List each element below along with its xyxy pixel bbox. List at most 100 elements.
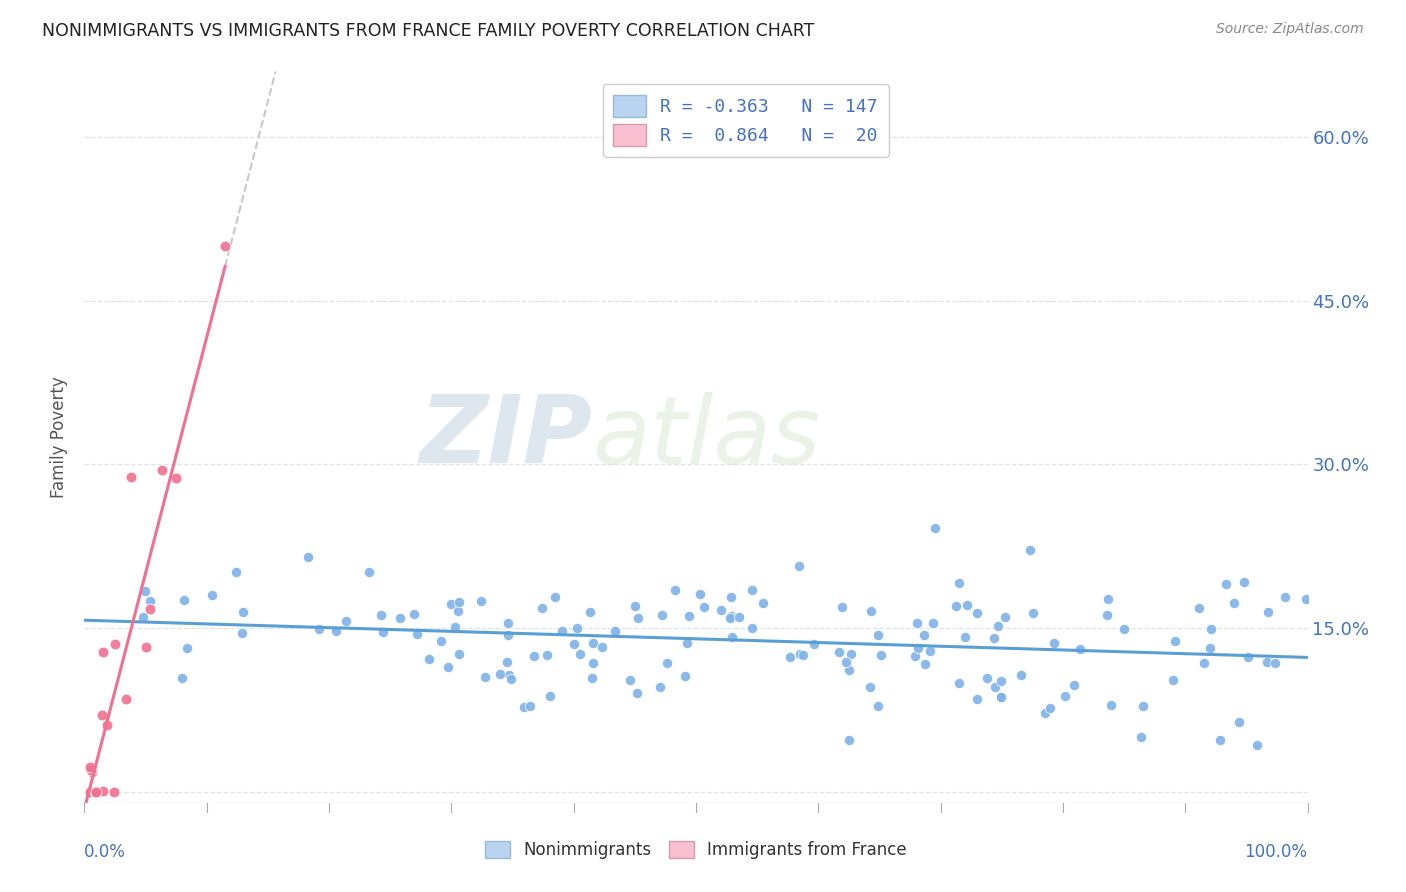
Point	[955, 598, 977, 612]
Point	[91, 784, 114, 798]
Point	[1112, 622, 1135, 636]
Text: ZIP: ZIP	[419, 391, 592, 483]
Point	[904, 648, 927, 663]
Point	[718, 611, 741, 625]
Point	[1035, 706, 1057, 720]
Point	[139, 593, 162, 607]
Point	[720, 608, 742, 623]
Point	[214, 239, 236, 253]
Point	[565, 621, 588, 635]
Point	[752, 596, 775, 610]
Point	[80, 763, 103, 777]
Point	[1132, 698, 1154, 713]
Text: atlas: atlas	[592, 392, 820, 483]
Point	[1063, 678, 1085, 692]
Point	[1095, 607, 1118, 622]
Point	[1130, 730, 1153, 744]
Point	[948, 675, 970, 690]
Point	[721, 630, 744, 644]
Point	[444, 620, 467, 634]
Point	[449, 648, 471, 662]
Point	[404, 607, 426, 621]
Point	[709, 603, 731, 617]
Point	[676, 636, 699, 650]
Point	[803, 637, 825, 651]
Point	[860, 603, 883, 617]
Point	[1295, 592, 1317, 607]
Point	[655, 656, 678, 670]
Point	[115, 691, 138, 706]
Point	[512, 699, 534, 714]
Point	[838, 733, 860, 747]
Point	[79, 785, 101, 799]
Point	[1233, 575, 1256, 590]
Point	[918, 644, 941, 658]
Point	[84, 785, 107, 799]
Point	[789, 558, 811, 573]
Point	[496, 628, 519, 642]
Point	[474, 670, 496, 684]
Point	[165, 471, 187, 485]
Point	[447, 604, 470, 618]
Point	[79, 785, 101, 799]
Point	[1021, 607, 1043, 621]
Point	[1199, 641, 1222, 656]
Point	[990, 674, 1012, 689]
Point	[868, 628, 890, 642]
Point	[172, 671, 194, 685]
Point	[80, 765, 103, 780]
Point	[720, 591, 742, 605]
Point	[1097, 591, 1119, 606]
Point	[693, 600, 716, 615]
Point	[308, 623, 330, 637]
Point	[990, 690, 1012, 704]
Point	[1010, 667, 1032, 681]
Point	[1069, 642, 1091, 657]
Point	[984, 681, 1007, 695]
Legend: Nonimmigrants, Immigrants from France: Nonimmigrants, Immigrants from France	[477, 833, 915, 868]
Point	[499, 673, 522, 687]
Point	[90, 707, 112, 722]
Text: Source: ZipAtlas.com: Source: ZipAtlas.com	[1216, 22, 1364, 37]
Point	[1257, 605, 1279, 619]
Point	[905, 616, 928, 631]
Point	[519, 699, 541, 714]
Point	[648, 681, 671, 695]
Text: 0.0%: 0.0%	[84, 843, 127, 861]
Point	[1188, 601, 1211, 615]
Point	[579, 605, 602, 619]
Point	[623, 599, 645, 613]
Point	[627, 611, 650, 625]
Point	[139, 602, 162, 616]
Point	[551, 624, 574, 639]
Point	[1223, 597, 1246, 611]
Point	[1274, 590, 1296, 604]
Point	[914, 657, 936, 671]
Point	[135, 640, 157, 654]
Point	[948, 575, 970, 590]
Point	[1264, 656, 1286, 670]
Point	[1019, 543, 1042, 558]
Point	[581, 671, 603, 685]
Point	[232, 605, 254, 619]
Point	[173, 592, 195, 607]
Point	[1215, 577, 1237, 591]
Point	[591, 640, 613, 654]
Point	[1192, 656, 1215, 670]
Point	[1246, 738, 1268, 752]
Point	[568, 647, 591, 661]
Point	[839, 648, 862, 662]
Point	[619, 673, 641, 687]
Point	[987, 618, 1010, 632]
Point	[134, 583, 156, 598]
Point	[1256, 655, 1278, 669]
Point	[827, 645, 849, 659]
Point	[779, 650, 801, 665]
Point	[496, 655, 519, 669]
Point	[912, 628, 935, 642]
Point	[966, 692, 988, 706]
Point	[498, 667, 520, 681]
Point	[831, 600, 853, 615]
Point	[626, 685, 648, 699]
Point	[689, 586, 711, 600]
